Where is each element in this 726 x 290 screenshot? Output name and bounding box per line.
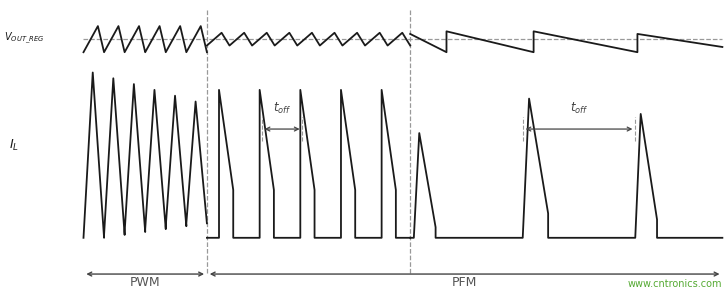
Text: $V_{OUT\_REG}$: $V_{OUT\_REG}$ xyxy=(4,31,44,46)
Text: www.cntronics.com: www.cntronics.com xyxy=(628,279,722,289)
Text: $I_L$: $I_L$ xyxy=(9,137,19,153)
Text: $t_{off}$: $t_{off}$ xyxy=(273,101,291,116)
Text: PWM: PWM xyxy=(130,276,160,289)
Text: $t_{off}$: $t_{off}$ xyxy=(570,101,588,116)
Text: PFM: PFM xyxy=(452,276,477,289)
